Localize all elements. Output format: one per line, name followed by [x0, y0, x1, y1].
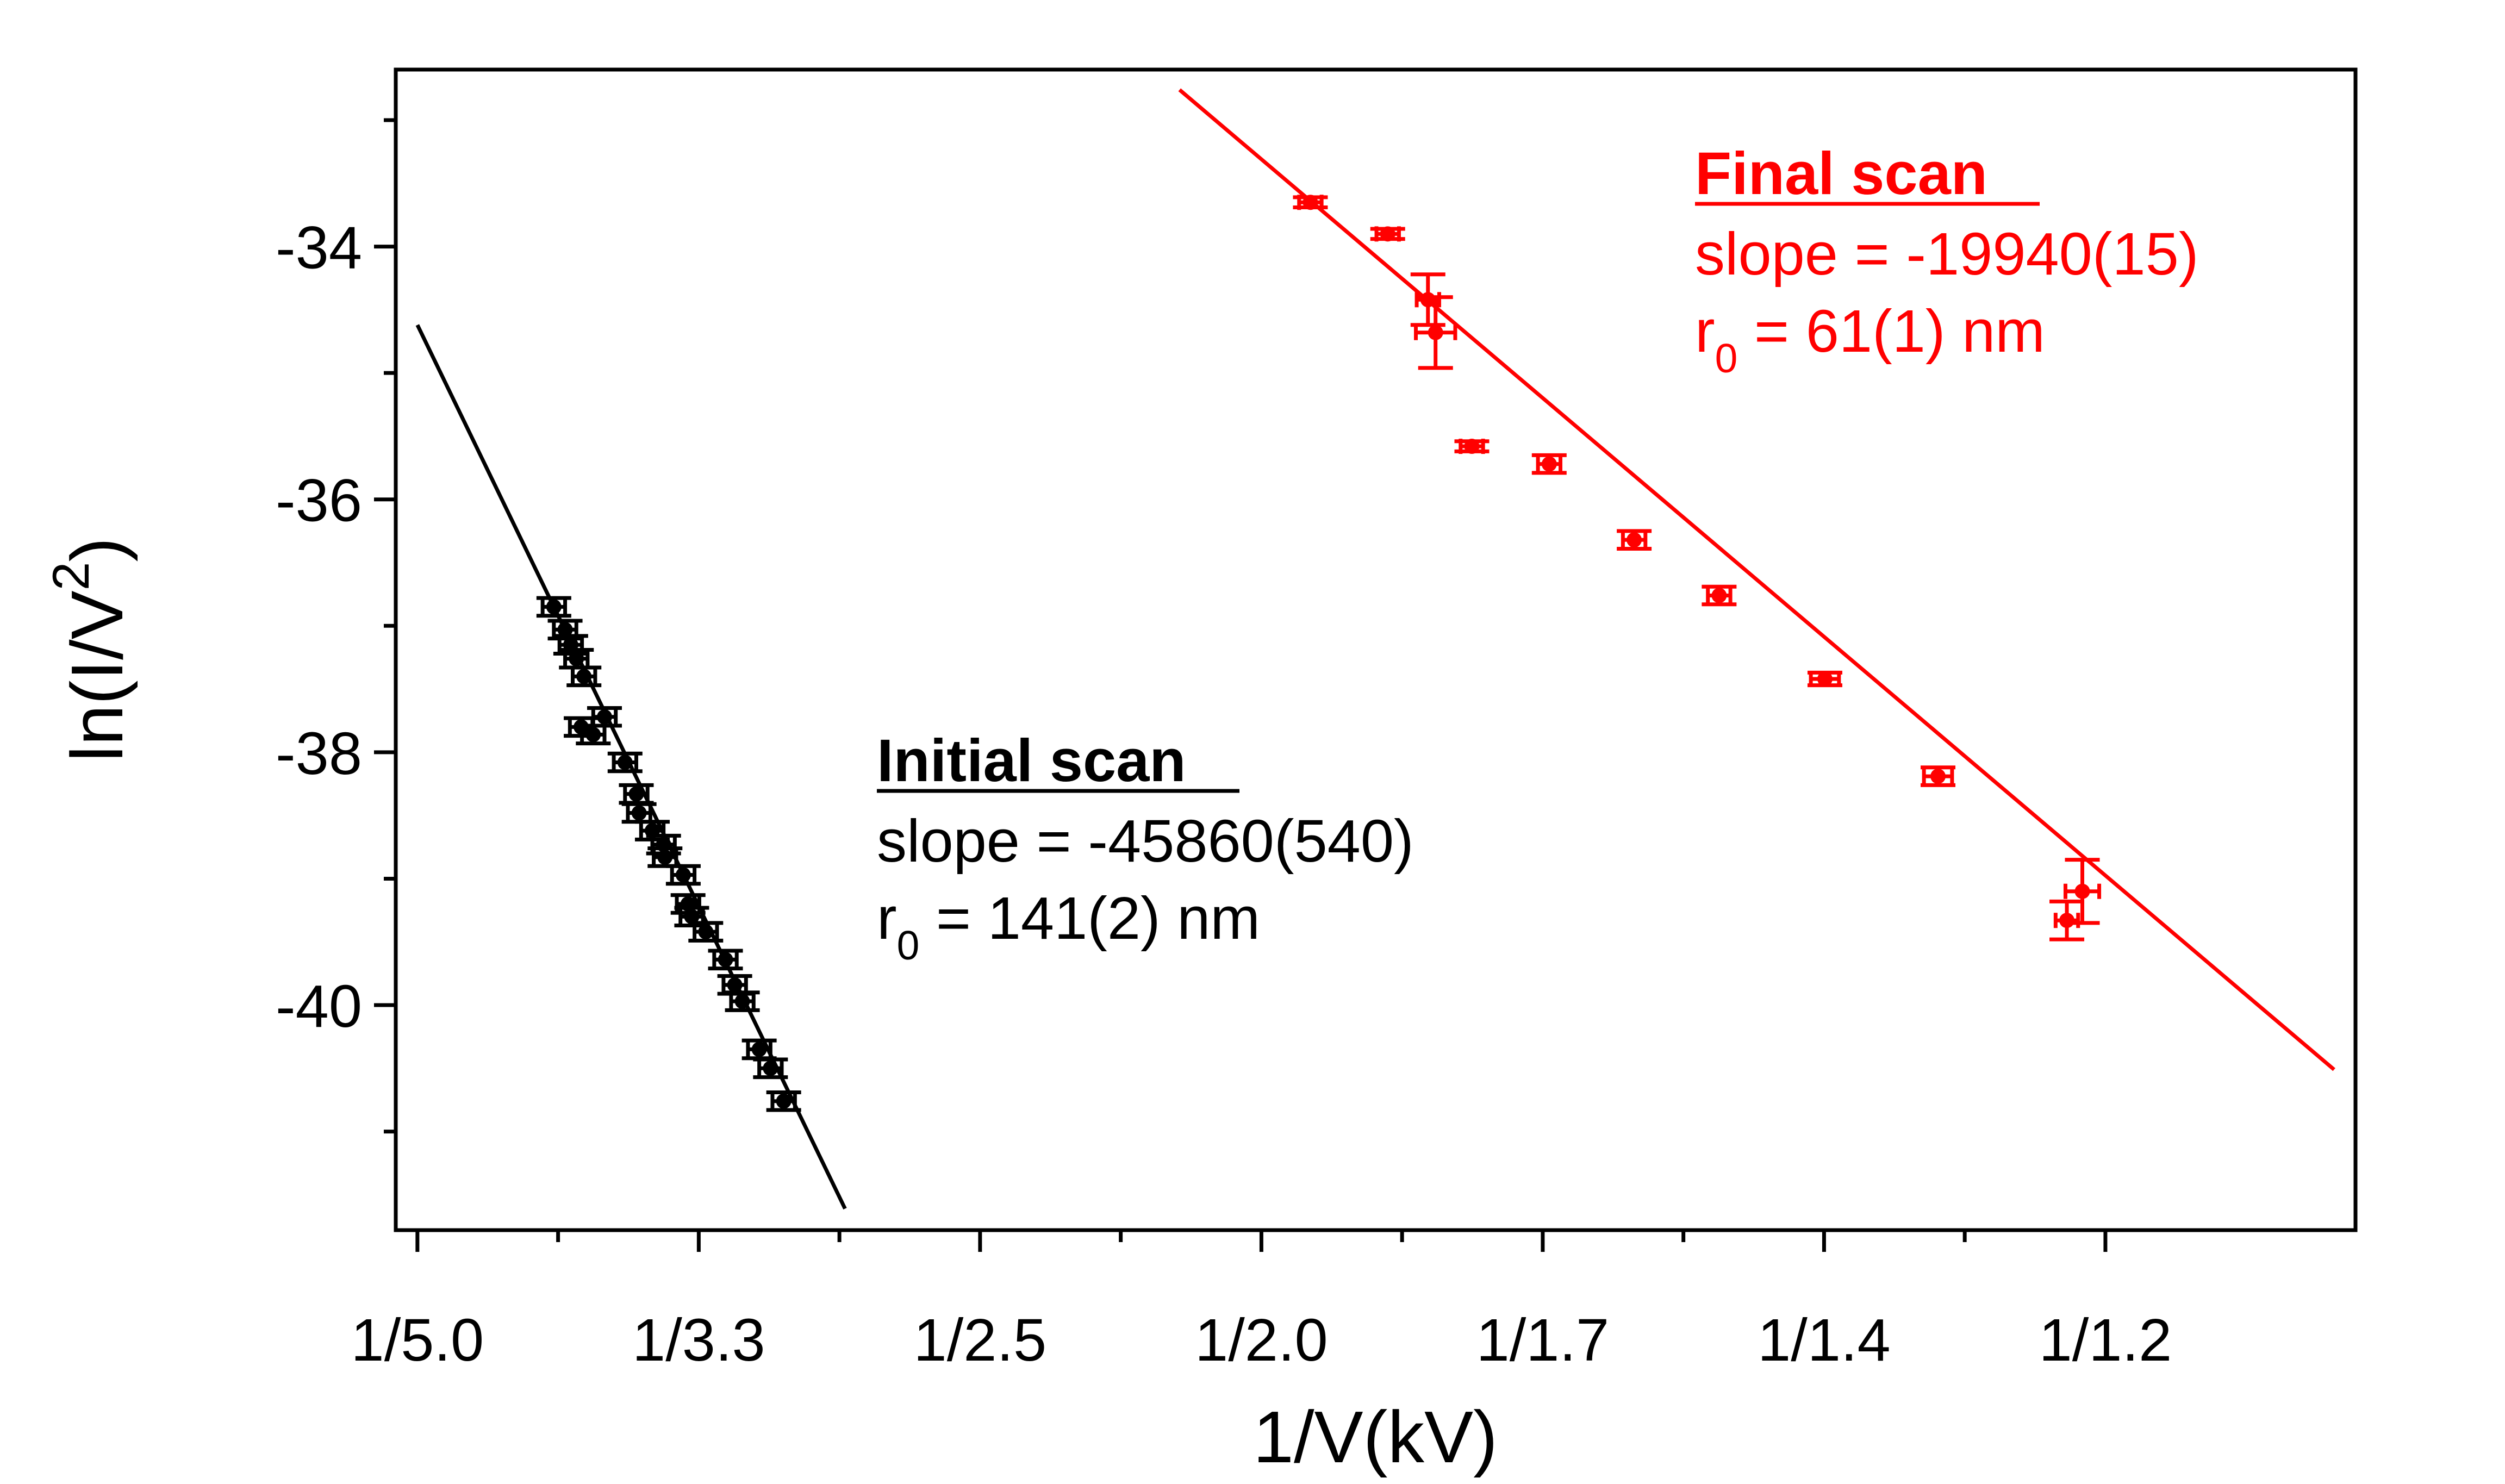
final-scan-marker [2074, 883, 2090, 899]
x-tick-label: 1/3.3 [632, 1307, 765, 1374]
initial-scan-point [576, 724, 611, 746]
plot-frame [394, 67, 2358, 1232]
y-axis-title-sup: 2 [42, 562, 100, 591]
initial-scan-point [665, 864, 701, 886]
initial-scan-marker [698, 924, 714, 940]
final-scan-marker [1711, 588, 1727, 603]
y-axis: -34 -36 -38 -40 [276, 118, 396, 1134]
initial-scan-marker [675, 867, 691, 883]
x-tick-label: 1/1.4 [1758, 1307, 1891, 1374]
y-axis-title: ln(I/V2) [42, 538, 138, 762]
initial-scan-point [753, 1057, 788, 1080]
y-axis-title-main: ln(I/V [56, 590, 138, 762]
final-scan-r0: r0 = 61(1) nm [1695, 298, 2045, 381]
final-scan-annotation: Final scan slope = -19940(15) r0 = 61(1)… [1695, 140, 2198, 381]
y-tick-label: -38 [276, 720, 362, 787]
final-scan-marker [1303, 195, 1318, 210]
x-axis-title: 1/V(kV) [1253, 1396, 1498, 1478]
initial-scan-marker [617, 755, 633, 770]
initial-scan-marker [546, 599, 562, 615]
initial-scan-point [607, 751, 643, 774]
y-tick-label: -40 [276, 973, 362, 1040]
initial-scan-point [688, 921, 724, 943]
initial-scan-marker [734, 994, 750, 1009]
final-scan-point [1531, 453, 1567, 475]
final-scan-point [2063, 858, 2102, 925]
initial-scan-point [536, 596, 571, 618]
y-tick-label: -34 [276, 215, 362, 282]
initial-scan-marker [569, 651, 584, 666]
initial-scan-marker [763, 1061, 778, 1076]
final-scan-point [1410, 272, 1445, 327]
final-scan-marker [1541, 456, 1557, 472]
initial-scan-point [619, 783, 654, 805]
initial-scan-marker [684, 909, 700, 925]
initial-scan-point [587, 706, 622, 728]
initial-scan-marker [596, 709, 612, 725]
x-tick-label: 1/5.0 [351, 1307, 484, 1374]
final-scan-marker [1428, 325, 1443, 340]
x-tick-label: 1/2.0 [1195, 1307, 1328, 1374]
initial-scan-slope: slope = -45860(540) [877, 808, 1414, 875]
final-scan-point [1454, 439, 1490, 454]
x-axis: 1/5.0 1/3.3 1/2.5 1/2.0 1/1.7 1/1.4 1/1.2 [351, 1230, 2172, 1374]
initial-scan-marker [585, 727, 601, 743]
initial-scan-title: Initial scan [877, 727, 1186, 794]
final-scan-fit-line [1178, 88, 2335, 1071]
initial-scan-marker [576, 669, 592, 684]
final-scan-point [2049, 899, 2085, 941]
final-scan-marker [1817, 671, 1833, 687]
initial-scan-point [566, 665, 602, 688]
y-axis-title-close: ) [56, 538, 138, 562]
final-scan-point [1807, 670, 1842, 688]
initial-scan-point [621, 802, 657, 824]
final-scan-marker [1627, 532, 1642, 548]
initial-scan-point [725, 990, 760, 1012]
final-scan-marker [1380, 226, 1395, 242]
final-scan-point [1414, 295, 1457, 370]
final-scan-point [1702, 584, 1737, 607]
final-scan-marker [2059, 913, 2075, 928]
final-scan-marker [1420, 292, 1436, 308]
initial-scan-point [708, 949, 743, 971]
initial-scan-marker [557, 622, 573, 638]
final-scan-point [1921, 765, 1956, 787]
x-tick-label: 1/1.2 [2039, 1307, 2172, 1374]
initial-scan-r0: r0 = 141(2) nm [877, 885, 1260, 968]
final-scan-points [1293, 195, 2102, 941]
initial-scan-marker [718, 952, 733, 968]
svg-text:ln(I/V2): ln(I/V2) [42, 538, 138, 762]
x-tick-label: 1/2.5 [914, 1307, 1047, 1374]
initial-scan-point [647, 846, 683, 868]
final-scan-marker [1464, 439, 1480, 454]
initial-scan-marker [631, 805, 647, 821]
initial-scan-points [536, 596, 801, 1112]
final-scan-point [1617, 529, 1652, 551]
initial-scan-marker [776, 1093, 792, 1109]
initial-scan-marker [727, 977, 743, 993]
initial-scan-point [766, 1090, 801, 1112]
initial-scan-point [547, 619, 583, 641]
final-scan-title: Final scan [1695, 140, 1987, 207]
final-scan-slope: slope = -19940(15) [1695, 221, 2198, 288]
initial-scan-annotation: Initial scan slope = -45860(540) r0 = 14… [877, 727, 1414, 968]
final-scan-point [1370, 226, 1405, 242]
initial-scan-marker [628, 786, 644, 802]
final-scan-marker [1930, 769, 1946, 784]
initial-scan-point [559, 648, 594, 670]
initial-scan-marker [751, 1042, 767, 1057]
y-tick-label: -36 [276, 467, 362, 534]
final-scan-point [1293, 195, 1328, 210]
x-tick-label: 1/1.7 [1476, 1307, 1610, 1374]
initial-scan-point [741, 1038, 777, 1061]
initial-scan-marker [657, 849, 673, 865]
